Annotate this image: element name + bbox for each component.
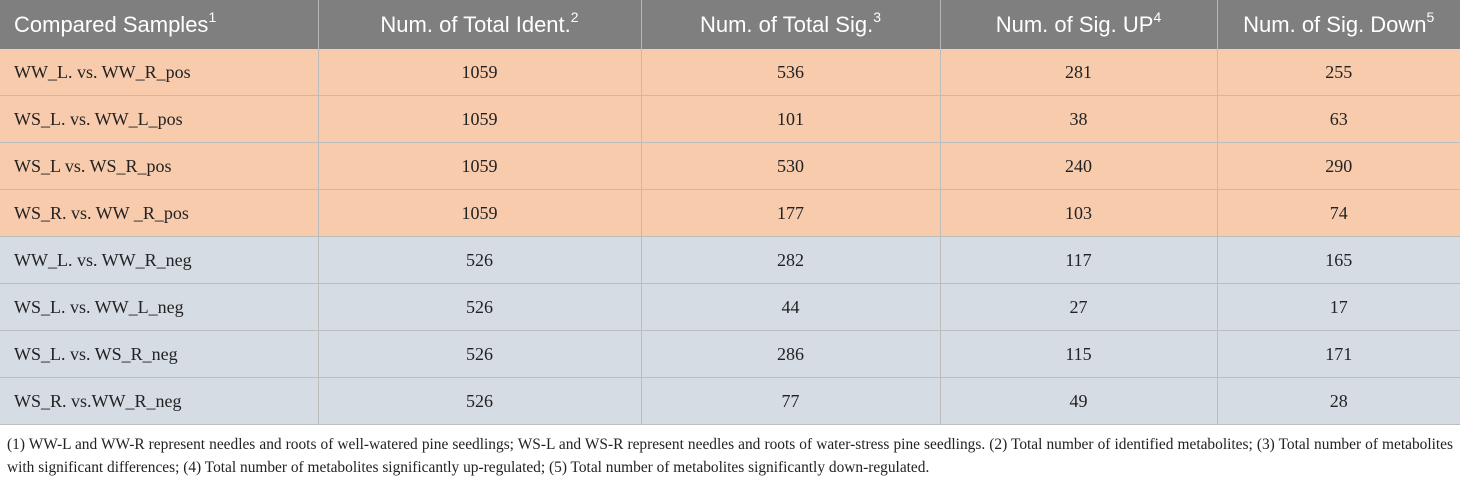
compared-samples-cell: WS_R. vs. WW _R_pos bbox=[0, 190, 318, 237]
table-row: WW_L. vs. WW_R_pos 1059 536 281 255 bbox=[0, 49, 1460, 96]
header-label: Num. of Sig. Down bbox=[1243, 12, 1426, 37]
total-sig-cell: 177 bbox=[641, 190, 940, 237]
header-label: Num. of Total Sig. bbox=[700, 12, 873, 37]
footnote-marker: 5 bbox=[1427, 9, 1435, 25]
compared-samples-cell: WW_L. vs. WW_R_neg bbox=[0, 237, 318, 284]
total-sig-cell: 44 bbox=[641, 284, 940, 331]
compared-samples-cell: WS_L vs. WS_R_pos bbox=[0, 143, 318, 190]
compared-samples-cell: WS_L. vs. WW_L_pos bbox=[0, 96, 318, 143]
sig-up-cell: 281 bbox=[940, 49, 1217, 96]
sig-down-cell: 17 bbox=[1217, 284, 1460, 331]
total-ident-cell: 1059 bbox=[318, 49, 641, 96]
total-ident-cell: 1059 bbox=[318, 190, 641, 237]
sig-down-cell: 171 bbox=[1217, 331, 1460, 378]
table-body: WW_L. vs. WW_R_pos 1059 536 281 255 WS_L… bbox=[0, 49, 1460, 425]
table-row: WS_L. vs. WS_R_neg 526 286 115 171 bbox=[0, 331, 1460, 378]
total-sig-cell: 286 bbox=[641, 331, 940, 378]
sig-down-cell: 28 bbox=[1217, 378, 1460, 425]
compared-samples-cell: WW_L. vs. WW_R_pos bbox=[0, 49, 318, 96]
sig-down-cell: 165 bbox=[1217, 237, 1460, 284]
metabolite-comparison-table-container: Compared Samples1 Num. of Total Ident.2 … bbox=[0, 0, 1460, 425]
total-ident-cell: 1059 bbox=[318, 143, 641, 190]
sig-up-cell: 115 bbox=[940, 331, 1217, 378]
table-row: WS_L vs. WS_R_pos 1059 530 240 290 bbox=[0, 143, 1460, 190]
compared-samples-cell: WS_L. vs. WS_R_neg bbox=[0, 331, 318, 378]
sig-up-cell: 240 bbox=[940, 143, 1217, 190]
total-ident-cell: 526 bbox=[318, 378, 641, 425]
table-row: WS_L. vs. WW_L_neg 526 44 27 17 bbox=[0, 284, 1460, 331]
header-sig-down: Num. of Sig. Down5 bbox=[1217, 0, 1460, 49]
total-sig-cell: 282 bbox=[641, 237, 940, 284]
sig-up-cell: 103 bbox=[940, 190, 1217, 237]
sig-up-cell: 117 bbox=[940, 237, 1217, 284]
total-sig-cell: 77 bbox=[641, 378, 940, 425]
sig-down-cell: 63 bbox=[1217, 96, 1460, 143]
table-row: WS_R. vs.WW_R_neg 526 77 49 28 bbox=[0, 378, 1460, 425]
header-total-sig: Num. of Total Sig.3 bbox=[641, 0, 940, 49]
sig-up-cell: 27 bbox=[940, 284, 1217, 331]
sig-down-cell: 290 bbox=[1217, 143, 1460, 190]
table-header: Compared Samples1 Num. of Total Ident.2 … bbox=[0, 0, 1460, 49]
footnote-marker: 4 bbox=[1153, 9, 1161, 25]
header-label: Num. of Total Ident. bbox=[380, 12, 570, 37]
total-ident-cell: 526 bbox=[318, 237, 641, 284]
footnote-marker: 2 bbox=[571, 9, 579, 25]
footnote-marker: 3 bbox=[873, 9, 881, 25]
header-label: Num. of Sig. UP bbox=[996, 12, 1154, 37]
table-footnote: (1) WW-L and WW-R represent needles and … bbox=[0, 433, 1460, 479]
metabolite-comparison-table: Compared Samples1 Num. of Total Ident.2 … bbox=[0, 0, 1460, 425]
header-label: Compared Samples bbox=[14, 12, 208, 37]
sig-down-cell: 255 bbox=[1217, 49, 1460, 96]
table-row: WW_L. vs. WW_R_neg 526 282 117 165 bbox=[0, 237, 1460, 284]
total-ident-cell: 1059 bbox=[318, 96, 641, 143]
header-total-ident: Num. of Total Ident.2 bbox=[318, 0, 641, 49]
total-ident-cell: 526 bbox=[318, 331, 641, 378]
total-sig-cell: 536 bbox=[641, 49, 940, 96]
sig-up-cell: 38 bbox=[940, 96, 1217, 143]
footnote-marker: 1 bbox=[208, 9, 216, 25]
header-sig-up: Num. of Sig. UP4 bbox=[940, 0, 1217, 49]
header-compared-samples: Compared Samples1 bbox=[0, 0, 318, 49]
sig-down-cell: 74 bbox=[1217, 190, 1460, 237]
sig-up-cell: 49 bbox=[940, 378, 1217, 425]
compared-samples-cell: WS_R. vs.WW_R_neg bbox=[0, 378, 318, 425]
table-row: WS_R. vs. WW _R_pos 1059 177 103 74 bbox=[0, 190, 1460, 237]
total-ident-cell: 526 bbox=[318, 284, 641, 331]
total-sig-cell: 530 bbox=[641, 143, 940, 190]
compared-samples-cell: WS_L. vs. WW_L_neg bbox=[0, 284, 318, 331]
table-row: WS_L. vs. WW_L_pos 1059 101 38 63 bbox=[0, 96, 1460, 143]
header-row: Compared Samples1 Num. of Total Ident.2 … bbox=[0, 0, 1460, 49]
total-sig-cell: 101 bbox=[641, 96, 940, 143]
